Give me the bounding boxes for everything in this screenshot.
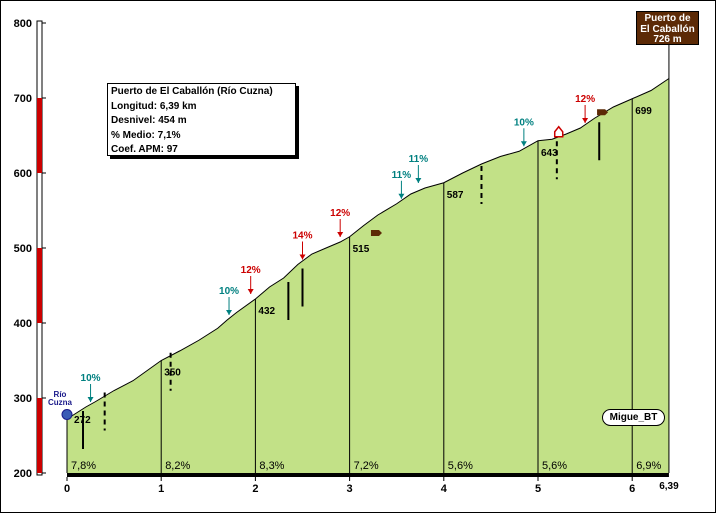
climb-length: Longitud: 6,39 km <box>111 100 197 112</box>
steep-arrow-head <box>398 193 405 199</box>
segment-grade-label: 7,8% <box>71 460 96 472</box>
climb-elevation-gain: Desnivel: 454 m <box>111 115 187 126</box>
y-axis-red-segment <box>37 248 42 323</box>
river-icon <box>61 409 73 420</box>
climb-apm-coefficient: Coef. APM: 97 <box>111 144 178 155</box>
x-tick-label: 2 <box>252 483 258 495</box>
y-tick-label: 600 <box>14 168 32 180</box>
start-elevation-label: 272 <box>74 415 91 426</box>
summit-label-altitude: 726 m <box>653 34 682 45</box>
climb-average-grade: % Medio: 7,1% <box>111 129 181 141</box>
steep-grade-label: 12% <box>575 94 595 105</box>
y-tick-label: 500 <box>14 243 32 255</box>
x-tick-label: 5 <box>535 483 541 495</box>
summit-label-line2: El Caballón <box>640 23 695 35</box>
y-tick-label: 300 <box>14 393 32 405</box>
segment-grade-label: 5,6% <box>542 460 567 472</box>
km-elevation-label: 699 <box>635 106 652 117</box>
start-label-line2: Cuzna <box>48 398 72 407</box>
y-axis-red-segment <box>37 398 42 473</box>
steep-grade-label: 12% <box>330 208 350 219</box>
y-tick-label: 200 <box>14 468 32 480</box>
climb-title: Puerto de El Caballón (Río Cuzna) <box>111 86 273 97</box>
y-tick-label: 700 <box>14 93 32 105</box>
steep-grade-label: 10% <box>81 373 101 384</box>
x-end-label: 6,39 <box>659 481 679 492</box>
x-tick-label: 3 <box>347 483 353 495</box>
km-elevation-label: 643 <box>541 148 558 159</box>
summit-label-box: Puerto de El Caballón 726 m <box>636 11 699 45</box>
direction-sign-icon <box>597 109 609 116</box>
segment-grade-label: 5,6% <box>448 460 473 472</box>
steep-grade-label: 11% <box>409 154 429 165</box>
segment-grade-label: 8,2% <box>165 460 190 472</box>
km-elevation-label: 515 <box>353 244 370 255</box>
steep-arrow-head <box>520 141 527 147</box>
steep-grade-label: 12% <box>241 265 261 276</box>
steep-grade-label: 10% <box>219 286 239 297</box>
x-tick-label: 0 <box>64 483 70 495</box>
climb-info-box: Puerto de El Caballón (Río Cuzna) Longit… <box>107 83 296 156</box>
y-tick-label: 400 <box>14 318 32 330</box>
steep-arrow-head <box>247 289 254 294</box>
direction-sign-icon <box>370 230 382 236</box>
segment-grade-label: 6,9% <box>636 460 661 472</box>
steep-grade-label: 10% <box>514 117 534 128</box>
y-tick-label: 800 <box>14 18 32 30</box>
segment-grade-label: 8,3% <box>259 460 284 472</box>
hut-icon <box>553 125 564 138</box>
steep-arrow-head <box>299 254 306 260</box>
steep-arrow-head <box>226 310 233 315</box>
terrain-area <box>67 78 669 473</box>
steep-arrow-head <box>337 232 344 237</box>
x-tick-label: 6 <box>629 483 635 495</box>
x-tick-label: 4 <box>441 483 448 495</box>
segment-grade-label: 7,2% <box>354 460 379 472</box>
steep-arrow-head <box>415 178 422 183</box>
summit-label-line1: Puerto de <box>644 13 691 24</box>
km-elevation-label: 432 <box>258 306 275 317</box>
y-axis-red-segment <box>37 98 42 173</box>
steep-arrow-head <box>87 397 94 402</box>
km-elevation-label: 587 <box>447 190 464 201</box>
start-label-line1: Río <box>53 390 67 399</box>
km-elevation-label: 350 <box>164 368 181 379</box>
steep-grade-label: 11% <box>392 170 412 181</box>
baseline-bar <box>67 473 669 477</box>
author-credit: Migue_BT <box>602 409 665 426</box>
start-label: Río Cuzna <box>48 391 72 407</box>
steep-arrow-head <box>582 118 589 123</box>
steep-grade-label: 14% <box>292 231 312 242</box>
x-tick-label: 1 <box>158 483 164 495</box>
